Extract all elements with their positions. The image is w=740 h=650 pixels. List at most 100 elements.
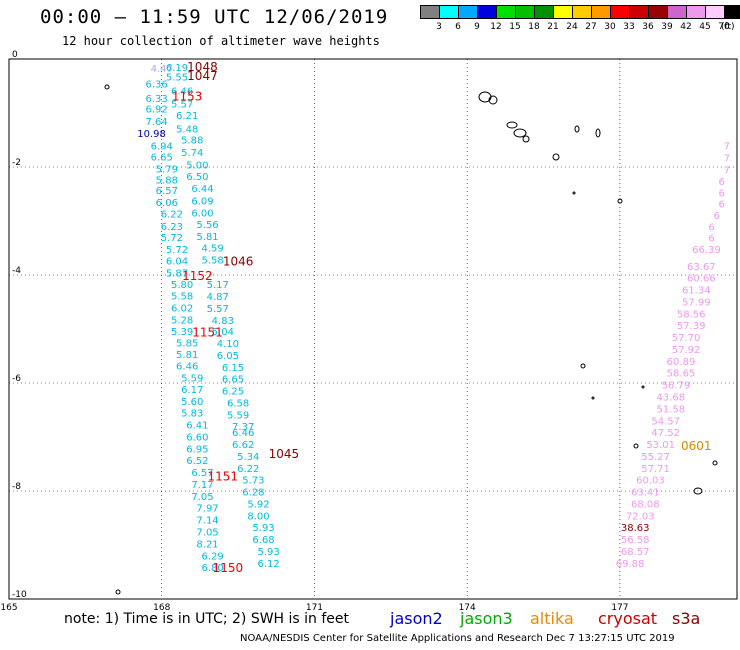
pass-time-label: 1045 (269, 447, 300, 461)
pass-time-label: 1151 (192, 326, 223, 340)
scale-unit: (ft) (721, 22, 735, 32)
pass-time-label: 1152 (182, 269, 213, 283)
pass-time-label: 1150 (213, 561, 244, 575)
x-tick-label: 165 (0, 603, 17, 613)
sat-s3a: s3a (672, 609, 701, 628)
wave-height-value: 5.79 (156, 165, 178, 176)
y-tick-label: -2 (12, 158, 21, 168)
wave-height-value: 7.14 (196, 516, 218, 527)
wave-height-value: 5.88 (156, 175, 178, 186)
wave-height-value: 6 (719, 188, 725, 199)
wave-height-value: 6.68 (252, 535, 274, 546)
wave-height-value: 5.60 (181, 397, 203, 408)
scale-label: 33 (623, 22, 635, 32)
wave-height-value: 63.41 (631, 488, 660, 499)
wave-height-value: 5.85 (176, 339, 198, 350)
wave-height-value: 6.29 (202, 551, 224, 562)
wave-height-value: 10.98 (137, 129, 166, 140)
wave-height-value: 6.65 (222, 375, 244, 386)
y-tick-label: -4 (12, 266, 21, 276)
island-outline (506, 121, 518, 129)
wave-height-value: 4.83 (212, 316, 234, 327)
map-subtitle: 12 hour collection of altimeter wave hei… (62, 34, 380, 48)
wave-height-value: 5.28 (171, 315, 193, 326)
wave-height-value: 6.09 (191, 196, 213, 207)
wave-height-value: 6.15 (222, 363, 244, 374)
wave-height-value: 7.64 (146, 117, 168, 128)
scale-label: 24 (566, 22, 578, 32)
island-outline (591, 396, 595, 400)
pass-time-label: 1047 (187, 69, 218, 83)
wave-height-value: 72.03 (626, 511, 655, 522)
wave-height-value: 6.04 (166, 256, 188, 267)
scale-label: 12 (490, 22, 502, 32)
wave-height-value: 47.52 (651, 428, 680, 439)
color-scale: (ft) 3 6 9 12 15 18 21 24 27 30 33 36 39 42 45 70 (420, 5, 740, 39)
island-outline (522, 135, 530, 143)
island-outline (552, 153, 560, 161)
wave-height-value: 6.44 (191, 184, 213, 195)
island-outline (478, 91, 492, 103)
wave-height-value: 60.03 (636, 476, 665, 487)
wave-height-value: 5.92 (247, 499, 269, 510)
y-tick-label: -6 (12, 374, 21, 384)
wave-height-value: 6.25 (222, 387, 244, 398)
wave-height-value: 6.94 (151, 141, 173, 152)
wave-height-value: 38.63 (621, 523, 650, 534)
y-tick-label: -8 (12, 482, 21, 492)
map-title: 00:00 – 11:59 UTC 12/06/2019 (40, 6, 389, 28)
wave-height-value: 6.12 (258, 559, 280, 570)
island-outline (572, 191, 576, 195)
pass-time-label: 1153 (172, 90, 203, 104)
scale-label: 30 (604, 22, 616, 32)
x-tick-label: 177 (611, 603, 628, 613)
wave-height-value: 4.87 (207, 292, 229, 303)
wave-height-value: 5.34 (237, 452, 259, 463)
wave-height-value: 5.57 (207, 304, 229, 315)
wave-height-value: 55.27 (641, 452, 670, 463)
pass-time-label: 1151 (208, 469, 239, 483)
wave-height-value: 5.04 (212, 327, 234, 338)
wave-height-value: 68.08 (631, 499, 660, 510)
wave-height-value: 6.22 (161, 209, 183, 220)
x-tick-label: 168 (153, 603, 170, 613)
sat-altika: altika (530, 609, 574, 628)
island-outline (513, 128, 527, 138)
scale-label: 42 (680, 22, 692, 32)
wave-height-value: 5.93 (258, 547, 280, 558)
wave-height-value: 51.58 (656, 404, 685, 415)
wave-height-value: 5.88 (181, 135, 203, 146)
wave-height-value: 7.05 (191, 492, 213, 503)
wave-height-value: 6.06 (156, 198, 178, 209)
wave-height-value: 5.58 (171, 292, 193, 303)
wave-height-value: 6.50 (186, 172, 208, 183)
island-outline (595, 128, 601, 138)
wave-height-value: 5.58 (202, 255, 224, 266)
wave-height-value: 6.21 (176, 111, 198, 122)
wave-height-value: 5.39 (171, 327, 193, 338)
scale-label: 27 (585, 22, 597, 32)
wave-height-value: 5.81 (196, 232, 218, 243)
wave-height-value: 6.17 (181, 385, 203, 396)
wave-height-value: 6.60 (186, 432, 208, 443)
wave-height-value: 6.57 (191, 468, 213, 479)
wave-height-value: 6.46 (176, 362, 198, 373)
wave-height-value: 7.05 (196, 528, 218, 539)
wave-height-value: 8.00 (247, 511, 269, 522)
wave-height-value: 5.80 (171, 280, 193, 291)
wave-height-value: 5.59 (181, 374, 203, 385)
wave-height-value: 61.34 (682, 286, 711, 297)
island-outline (574, 125, 580, 133)
wave-height-value: 7 (724, 166, 730, 177)
wave-height-value: 5.72 (166, 245, 188, 256)
wave-height-value: 58.56 (677, 309, 706, 320)
wave-height-value: 5.72 (161, 233, 183, 244)
wave-height-value: 6.36 (146, 79, 168, 90)
wave-height-value: 6 (719, 200, 725, 211)
scale-label: 39 (661, 22, 673, 32)
wave-height-value: 53.01 (646, 440, 675, 451)
wave-height-value: 6.22 (237, 464, 259, 475)
island-outline (693, 487, 703, 495)
y-tick-label: -10 (12, 590, 27, 600)
